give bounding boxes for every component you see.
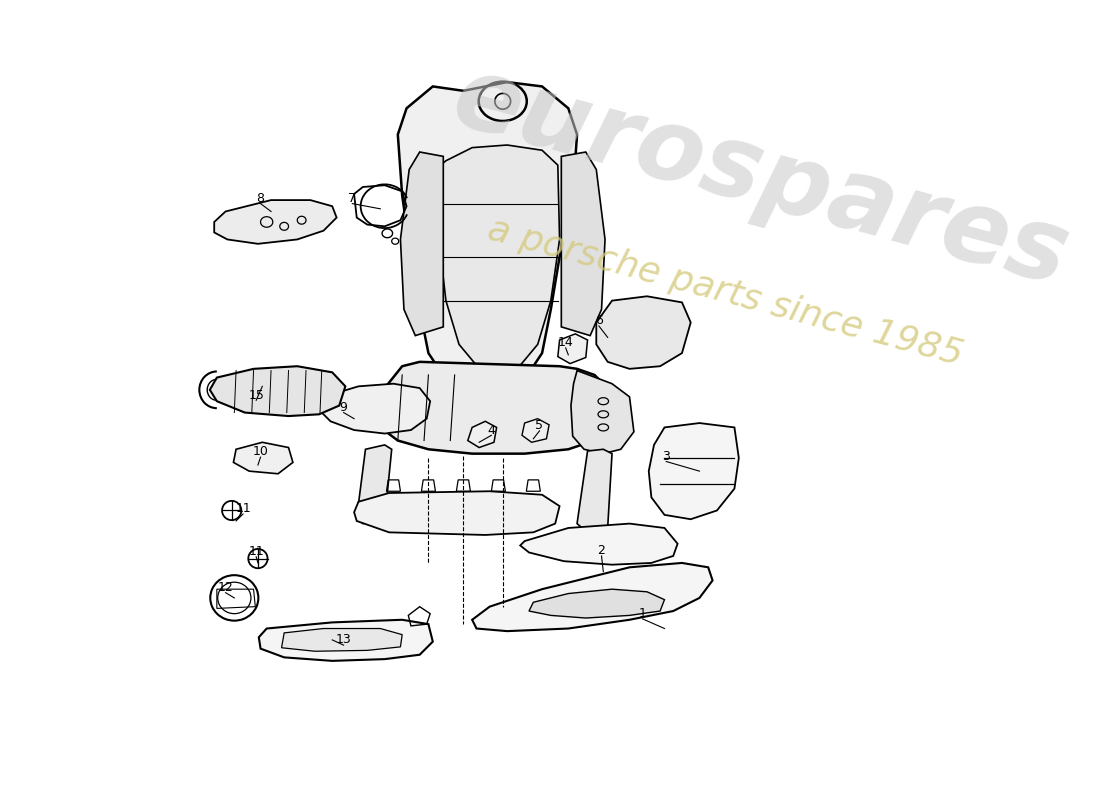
Polygon shape <box>282 629 403 651</box>
Polygon shape <box>522 418 549 442</box>
Text: 9: 9 <box>340 401 348 414</box>
Polygon shape <box>233 442 293 474</box>
Text: 10: 10 <box>253 446 268 458</box>
Text: 15: 15 <box>249 389 264 402</box>
Polygon shape <box>354 491 560 535</box>
Polygon shape <box>578 450 612 530</box>
Text: 1: 1 <box>639 607 647 620</box>
Polygon shape <box>571 370 634 454</box>
Polygon shape <box>400 152 443 336</box>
Polygon shape <box>214 200 337 244</box>
Text: 14: 14 <box>558 336 573 349</box>
Polygon shape <box>258 620 432 661</box>
Text: 5: 5 <box>536 419 543 432</box>
Text: a porsche parts since 1985: a porsche parts since 1985 <box>484 212 967 372</box>
Text: 11: 11 <box>249 545 264 558</box>
Polygon shape <box>468 422 496 447</box>
Polygon shape <box>529 589 664 618</box>
Text: 8: 8 <box>256 192 265 205</box>
Polygon shape <box>649 423 739 519</box>
Polygon shape <box>472 563 713 631</box>
Polygon shape <box>356 445 392 523</box>
Text: 4: 4 <box>487 423 495 437</box>
Polygon shape <box>210 366 345 416</box>
Text: 6: 6 <box>595 314 603 327</box>
Polygon shape <box>561 152 605 336</box>
Polygon shape <box>596 296 691 369</box>
Text: 11: 11 <box>235 502 251 515</box>
Text: 12: 12 <box>218 581 233 594</box>
Text: 3: 3 <box>662 450 670 462</box>
Text: eurospares: eurospares <box>442 50 1079 307</box>
Text: 13: 13 <box>336 634 352 646</box>
Polygon shape <box>377 362 612 454</box>
Text: 2: 2 <box>597 544 605 558</box>
Text: 7: 7 <box>349 192 356 205</box>
Polygon shape <box>558 334 587 363</box>
Polygon shape <box>520 523 678 565</box>
Polygon shape <box>398 82 578 397</box>
Polygon shape <box>319 384 430 434</box>
Polygon shape <box>439 145 560 375</box>
